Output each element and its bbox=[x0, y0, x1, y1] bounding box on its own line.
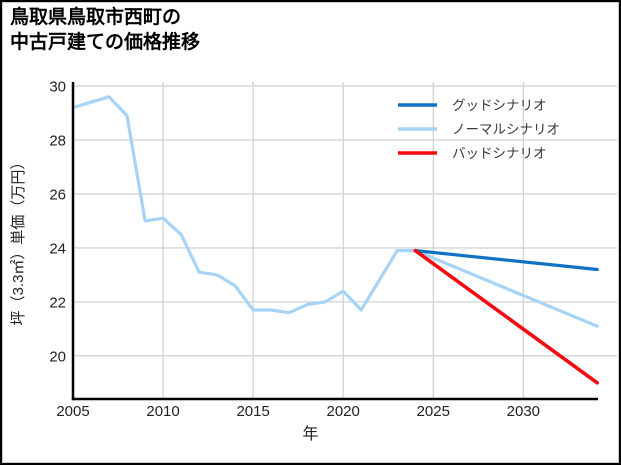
legend-item-good-scenario: グッドシナリオ bbox=[398, 98, 547, 113]
series-line-normal-scenario bbox=[71, 95, 599, 328]
x-tick-label: 2020 bbox=[327, 403, 360, 420]
y-tick-label: 22 bbox=[49, 294, 66, 311]
x-tick-label: 2010 bbox=[146, 403, 179, 420]
legend-label-normal-scenario: ノーマルシナリオ bbox=[452, 122, 560, 137]
legend-item-normal-scenario: ノーマルシナリオ bbox=[398, 122, 560, 137]
x-tick-label: 2025 bbox=[417, 403, 450, 420]
x-tick-label: 2030 bbox=[507, 403, 540, 420]
legend-label-bad-scenario: バッドシナリオ bbox=[452, 146, 547, 161]
chart-title-line2: 中古戸建ての価格推移 bbox=[10, 32, 201, 53]
tick-labels: 2005 2010 2015 2020 2025 2030 20 22 24 26 28 30 bbox=[49, 79, 540, 420]
series-lines bbox=[71, 95, 600, 385]
x-tick-label: 2005 bbox=[56, 403, 89, 420]
legend-item-bad-scenario: バッドシナリオ bbox=[398, 146, 547, 161]
y-tick-label: 30 bbox=[49, 79, 66, 96]
gridlines bbox=[72, 82, 617, 399]
y-axis-label: 坪（3.3㎡）単価（万円） bbox=[10, 154, 27, 326]
y-tick-label: 20 bbox=[49, 348, 66, 365]
legend-label-good-scenario: グッドシナリオ bbox=[452, 98, 547, 113]
series-line-good-scenario bbox=[413, 249, 599, 272]
x-tick-label: 2015 bbox=[236, 403, 269, 420]
series-line-bad-scenario bbox=[413, 248, 600, 385]
chart-title: 鳥取県鳥取市西町の 中古戸建ての価格推移 bbox=[10, 5, 200, 55]
y-tick-label: 28 bbox=[49, 133, 66, 150]
y-tick-label: 24 bbox=[49, 240, 66, 257]
y-tick-label: 26 bbox=[49, 186, 66, 203]
axes-spines bbox=[71, 82, 598, 401]
x-axis-label: 年 bbox=[302, 426, 319, 443]
chart-title-line1: 鳥取県鳥取市西町の bbox=[10, 7, 182, 28]
